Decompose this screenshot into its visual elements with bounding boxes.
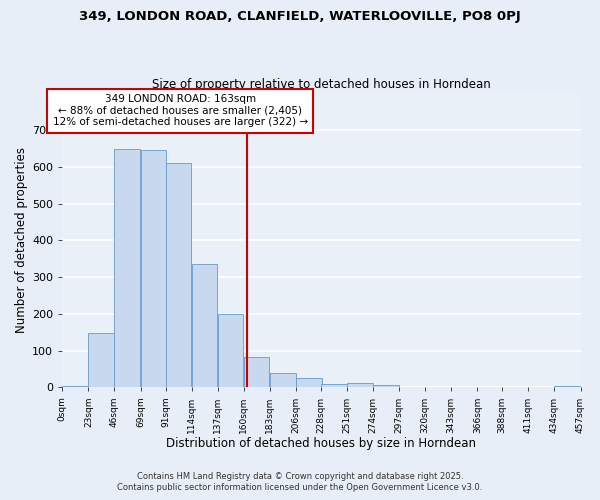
Bar: [373, 385, 399, 388]
Bar: [270, 372, 296, 388]
Bar: [244, 356, 269, 388]
Bar: [347, 382, 373, 388]
Bar: [191, 264, 217, 388]
Bar: [115, 150, 140, 388]
Title: Size of property relative to detached houses in Horndean: Size of property relative to detached ho…: [152, 78, 491, 91]
Bar: [218, 314, 244, 388]
Bar: [166, 162, 191, 388]
X-axis label: Distribution of detached houses by size in Horndean: Distribution of detached houses by size …: [166, 437, 476, 450]
Bar: [62, 386, 88, 388]
Bar: [140, 150, 166, 388]
Bar: [321, 384, 347, 388]
Y-axis label: Number of detached properties: Number of detached properties: [15, 148, 28, 334]
Bar: [554, 386, 580, 388]
Text: 349, LONDON ROAD, CLANFIELD, WATERLOOVILLE, PO8 0PJ: 349, LONDON ROAD, CLANFIELD, WATERLOOVIL…: [79, 10, 521, 23]
Bar: [88, 333, 114, 388]
Text: 349 LONDON ROAD: 163sqm
← 88% of detached houses are smaller (2,405)
12% of semi: 349 LONDON ROAD: 163sqm ← 88% of detache…: [53, 94, 308, 128]
Text: Contains HM Land Registry data © Crown copyright and database right 2025.
Contai: Contains HM Land Registry data © Crown c…: [118, 472, 482, 492]
Bar: [296, 378, 322, 388]
